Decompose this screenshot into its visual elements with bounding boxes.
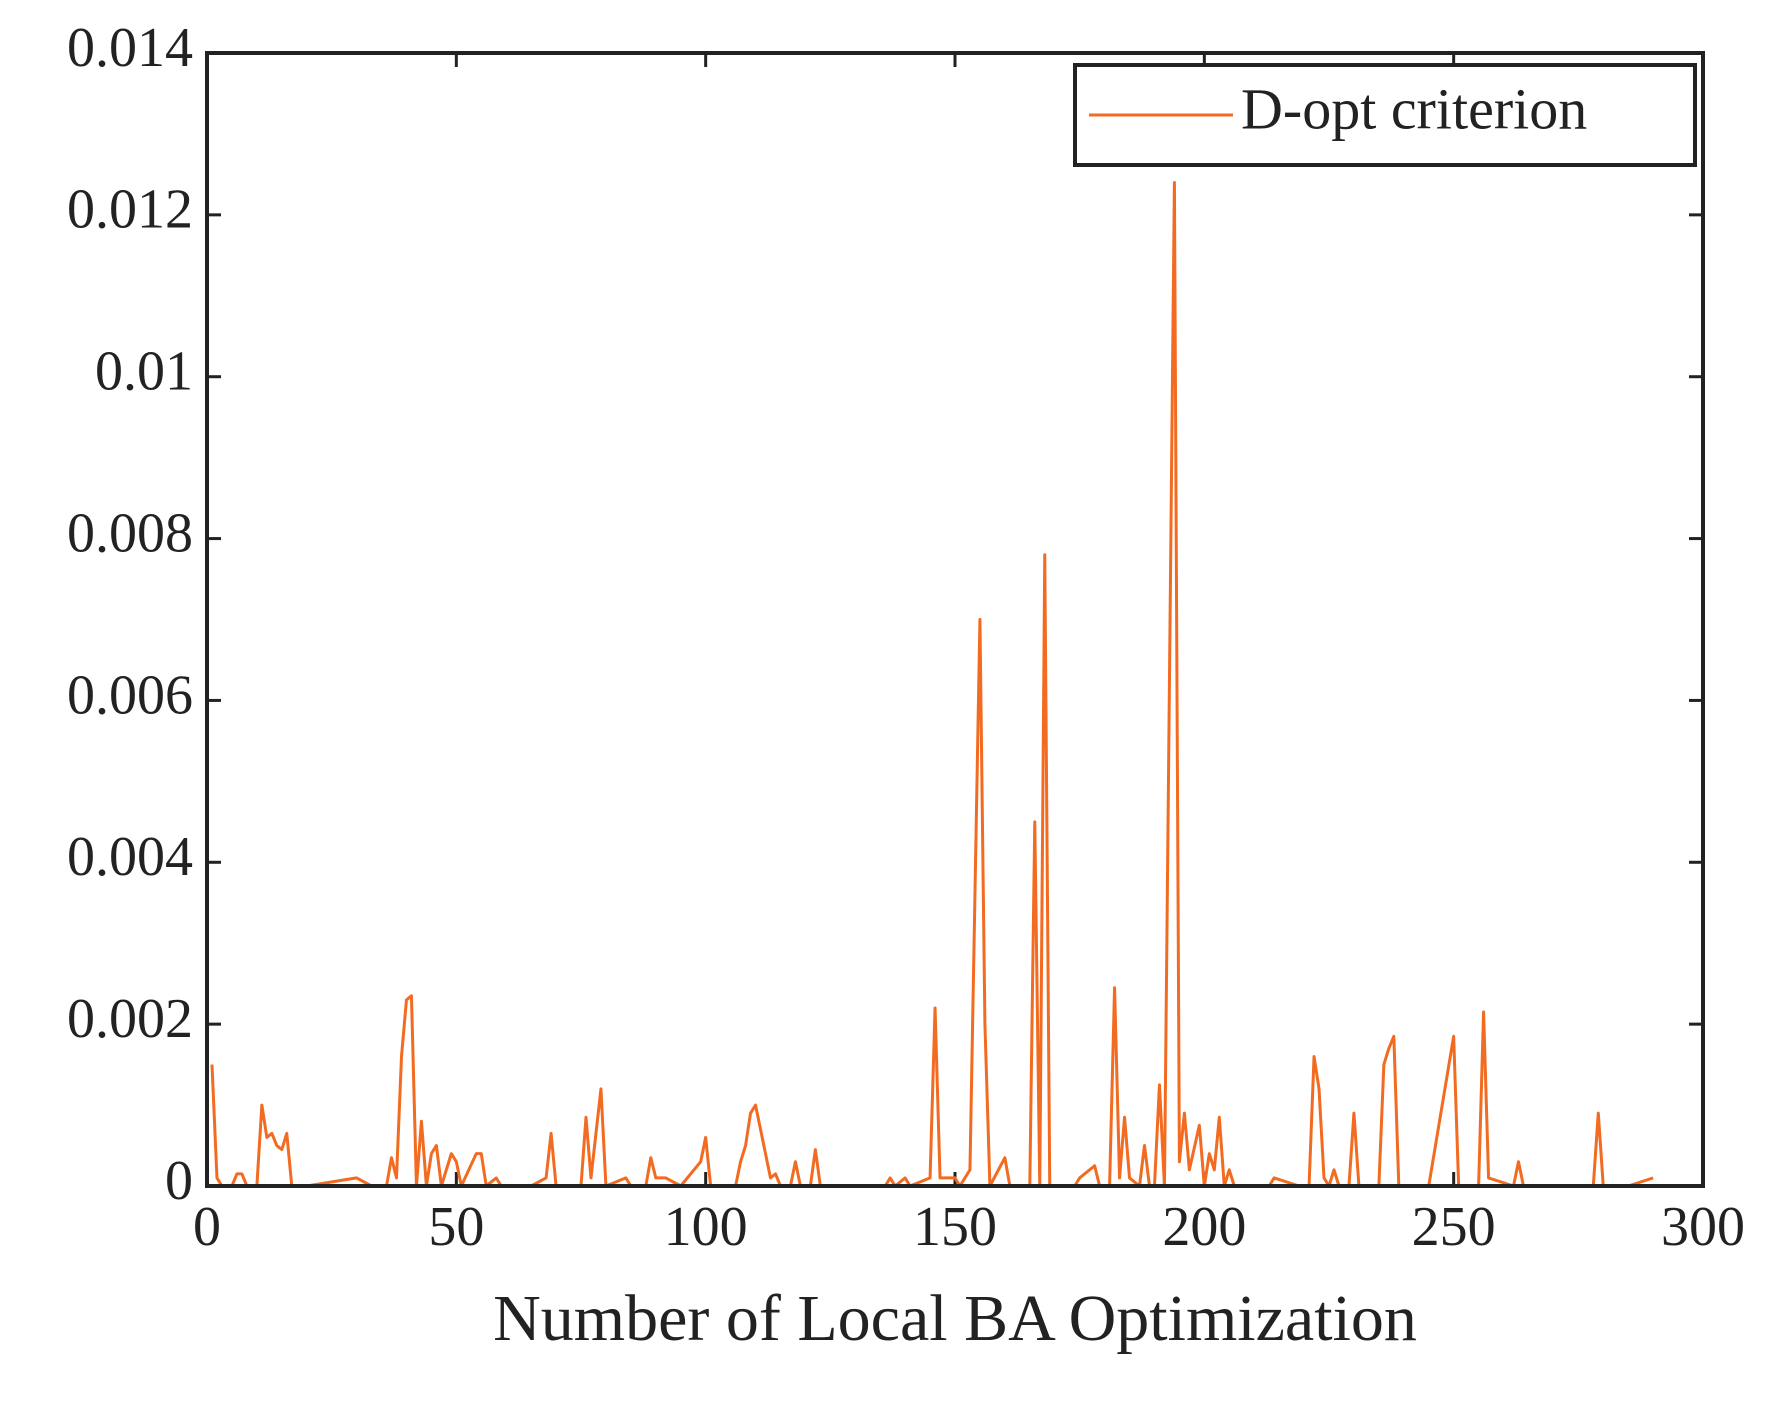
y-tick-label: 0.01 [95,341,193,403]
plot-frame [205,51,1705,1188]
legend-label: D-opt criterion [1241,76,1587,141]
y-tick-label: 0.012 [67,179,193,241]
x-tick-label: 300 [1661,1196,1745,1258]
x-tick-label: 100 [664,1196,748,1258]
y-tick-label: 0.004 [67,826,193,888]
x-tick-label: 0 [193,1196,221,1258]
y-tick-label: 0.002 [67,988,193,1050]
x-tick-label: 150 [913,1196,997,1258]
y-tick-label: 0 [165,1150,193,1212]
y-tick-label: 0.006 [67,664,193,726]
x-tick-label: 50 [428,1196,484,1258]
y-tick-label: 0.008 [67,502,193,564]
y-tick-label: 0.014 [67,17,193,79]
x-tick-label: 200 [1162,1196,1246,1258]
data-line [210,180,1654,1188]
x-tick-label: 250 [1412,1196,1496,1258]
x-axis-label: Number of Local BA Optimization [493,1282,1417,1355]
